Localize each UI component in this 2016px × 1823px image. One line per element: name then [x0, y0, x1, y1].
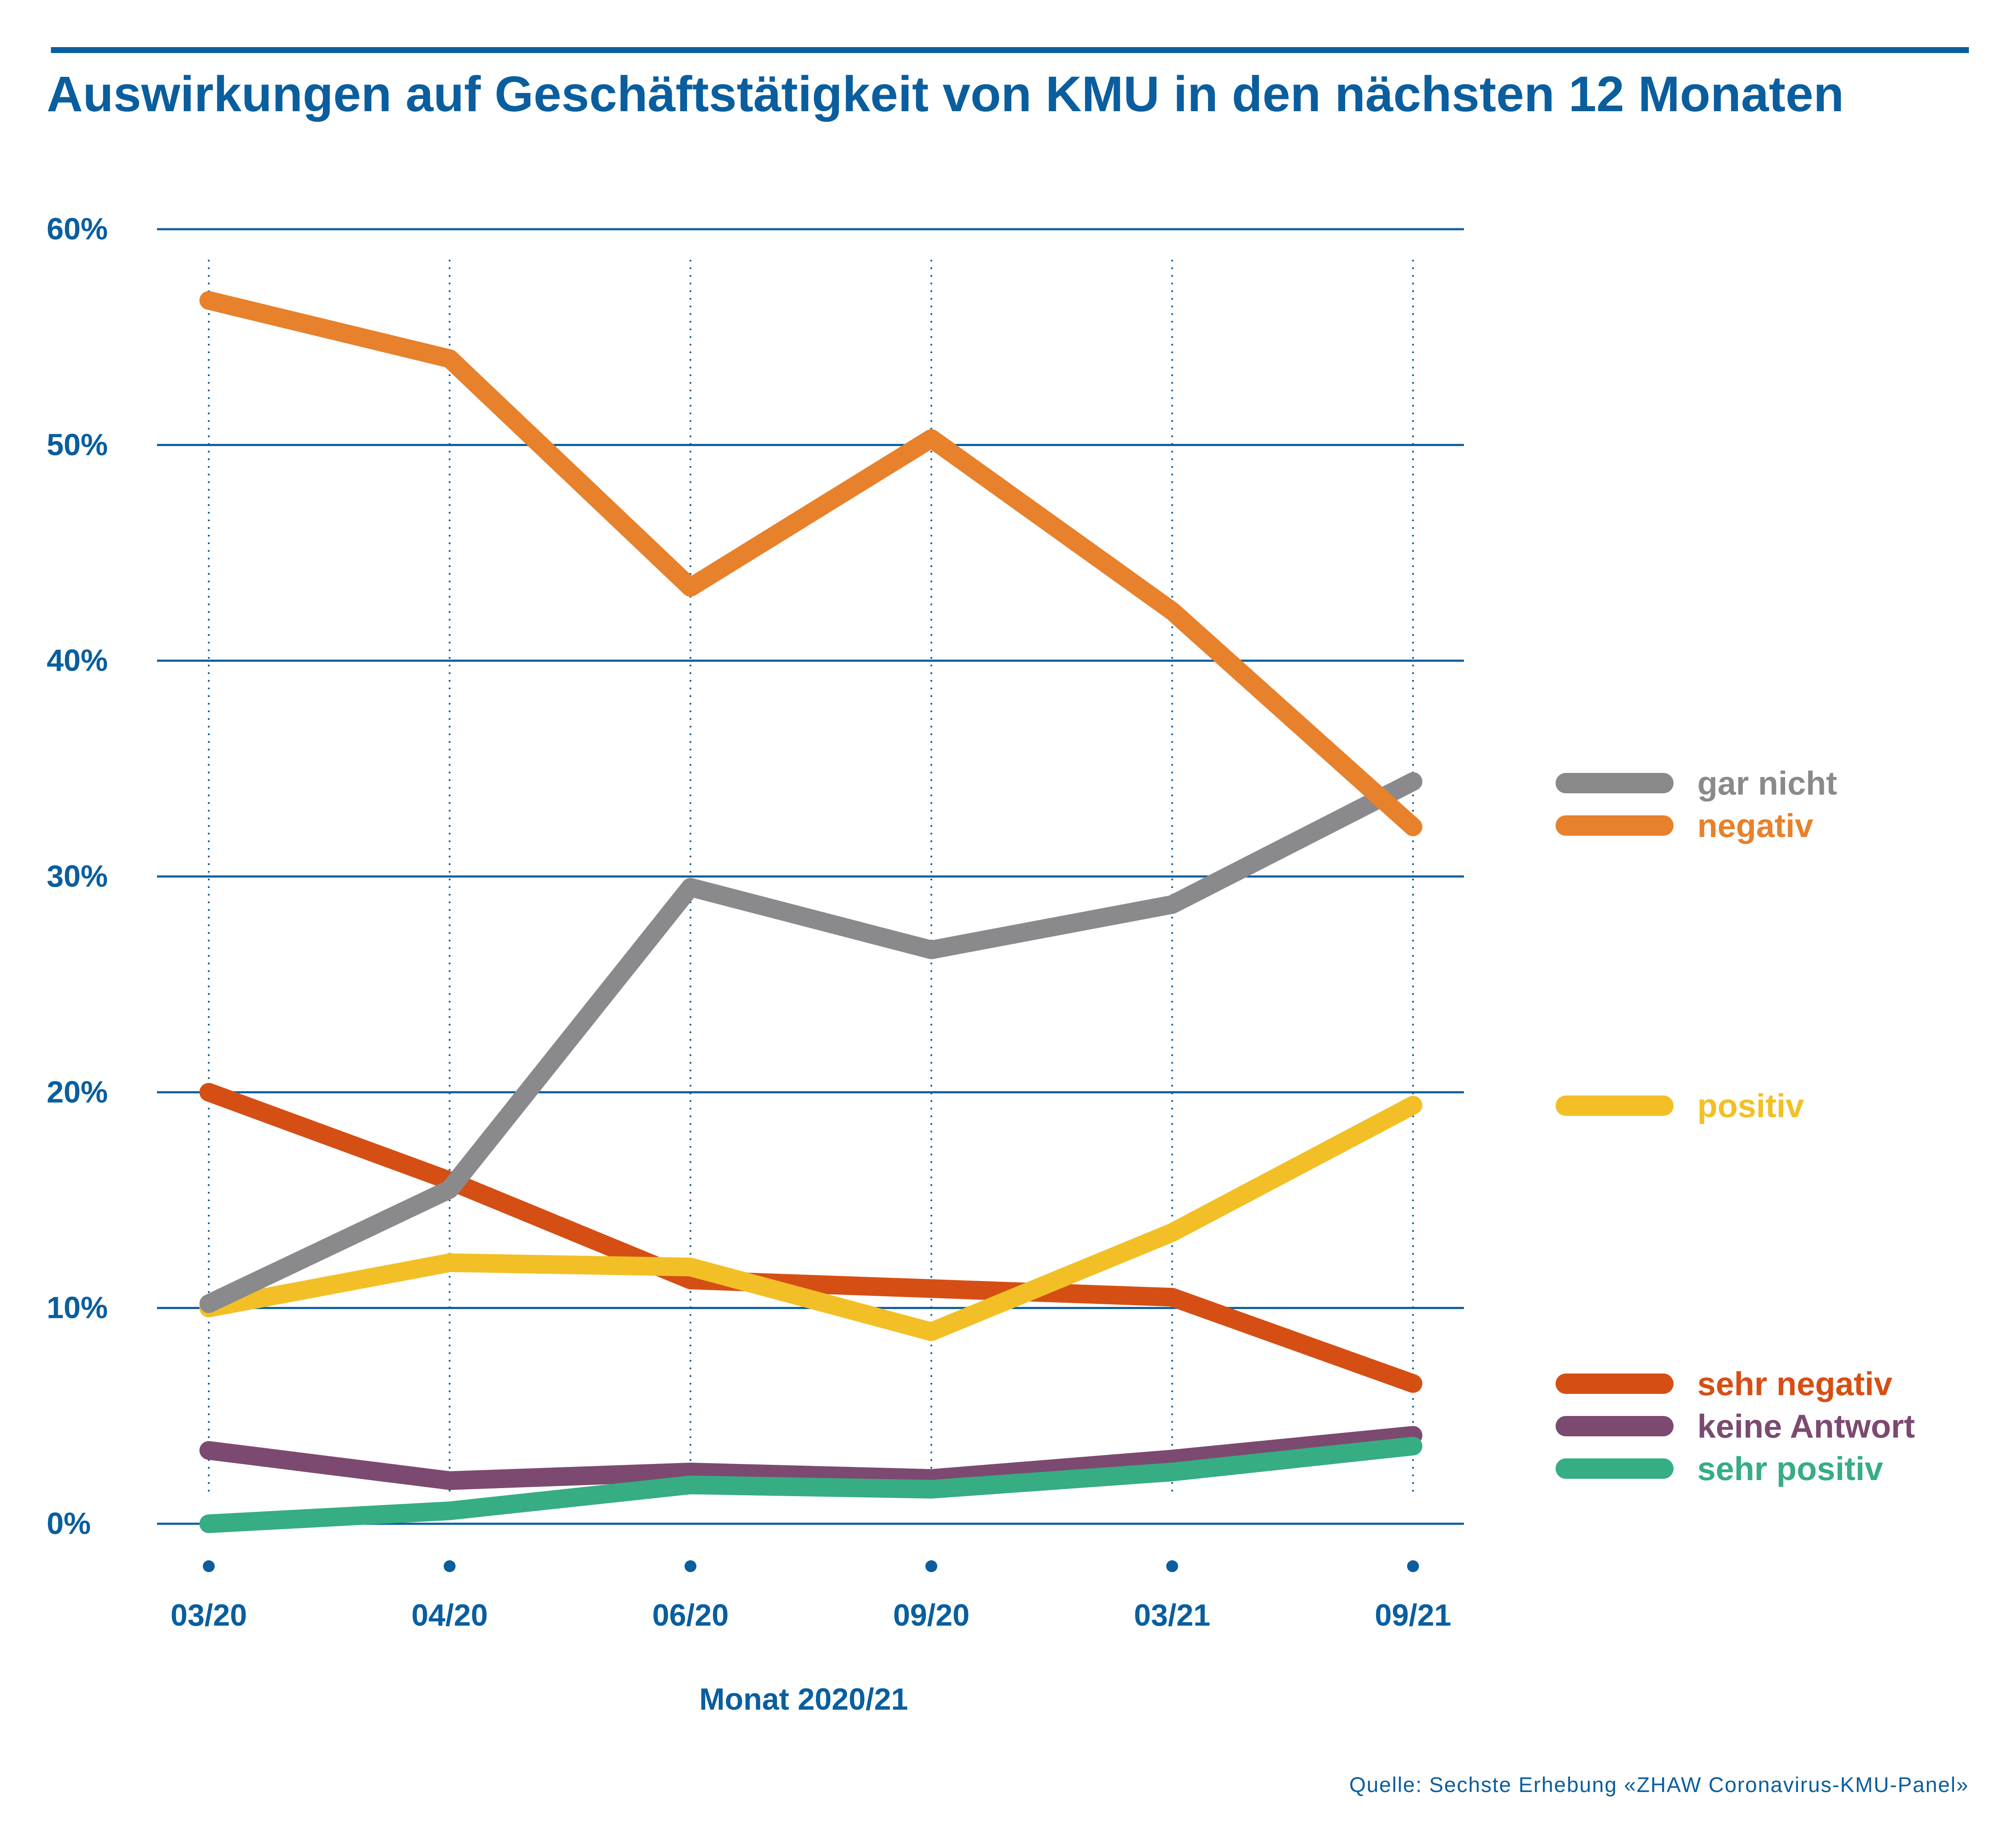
x-tick-label: 09/20 [893, 1598, 970, 1632]
series-line-negativ [199, 291, 1422, 837]
legend-label: negativ [1697, 807, 1814, 844]
x-axis-label: Monat 2020/21 [699, 1683, 908, 1716]
x-marker-dot [443, 1560, 456, 1572]
x-tick-label: 03/21 [1134, 1598, 1210, 1632]
series-lines [199, 291, 1422, 1533]
x-marker-dot [203, 1560, 215, 1572]
y-tick-label: 30% [47, 860, 108, 893]
legend-label: sehr positiv [1697, 1450, 1883, 1487]
source-note: Quelle: Sechste Erhebung «ZHAW Coronavir… [1349, 1773, 1969, 1797]
legend-label: positiv [1697, 1087, 1804, 1124]
x-axis-ticks: 03/20 04/20 06/20 09/20 03/21 09/21 [171, 1598, 1451, 1632]
series-line-keine-Antwort [199, 1426, 1422, 1490]
x-tick-label: 09/21 [1375, 1598, 1451, 1632]
x-marker-dot [1407, 1560, 1419, 1572]
x-marker-dot [684, 1560, 697, 1572]
y-tick-label: 0% [47, 1507, 91, 1541]
series-line-sehr-positiv [199, 1437, 1422, 1533]
legend-label: sehr negativ [1697, 1365, 1893, 1402]
x-tick-label: 04/20 [412, 1598, 488, 1632]
legend: gar nicht negativ positiv sehr negativ keine… [1556, 764, 1915, 1487]
y-tick-label: 60% [47, 212, 108, 246]
series-line-gar-nicht [199, 772, 1422, 1313]
chart-title: Auswirkungen auf Geschäftstätigkeit von … [47, 66, 1844, 122]
legend-label: gar nicht [1697, 764, 1837, 802]
series-line-sehr-negativ [199, 1083, 1422, 1393]
y-axis-ticks: 0% 10% 20% 30% 40% 50% 60% [47, 212, 108, 1541]
x-tick-label: 03/20 [171, 1598, 247, 1632]
legend-label: keine Antwort [1697, 1407, 1915, 1445]
x-axis-markers [203, 1560, 1419, 1572]
y-tick-label: 40% [47, 644, 108, 678]
y-tick-label: 20% [47, 1075, 108, 1109]
x-marker-dot [925, 1560, 937, 1572]
y-tick-label: 50% [47, 428, 108, 462]
x-tick-label: 06/20 [652, 1598, 729, 1632]
series-line-positiv [199, 1095, 1422, 1341]
x-marker-dot [1166, 1560, 1178, 1572]
y-tick-label: 10% [47, 1291, 108, 1325]
